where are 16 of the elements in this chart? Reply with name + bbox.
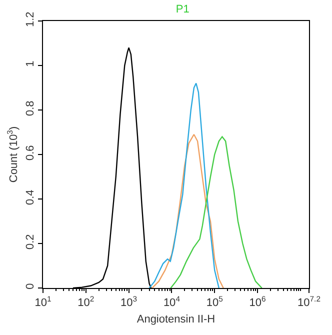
x-axis-title: Angiotensin II-H: [136, 313, 216, 326]
x-tick-label: 10$^{2}$: [78, 294, 94, 310]
y-tick-label: 0.6: [24, 145, 37, 160]
x-tick-label: 10$^{4}$: [163, 294, 181, 310]
y-tick-label: 0: [24, 283, 37, 290]
y-tick-label: 0.2: [24, 234, 37, 250]
chart-title: P1: [176, 4, 190, 16]
y-tick-label: 1: [24, 60, 37, 67]
x-tick-label: 10$^{1}$: [34, 294, 52, 310]
y-tick-label: 0.4: [24, 190, 37, 205]
x-tick-label: 10$^{7.2}$: [298, 294, 320, 310]
y-tick-label: 1.2: [24, 12, 37, 27]
x-tick-label: 10$^{5}$: [206, 294, 223, 310]
x-tick-label: 10$^{6}$: [249, 294, 266, 310]
x-tick-label: 10$^{3}$: [120, 294, 138, 310]
y-tick-label: 0.8: [24, 100, 37, 116]
